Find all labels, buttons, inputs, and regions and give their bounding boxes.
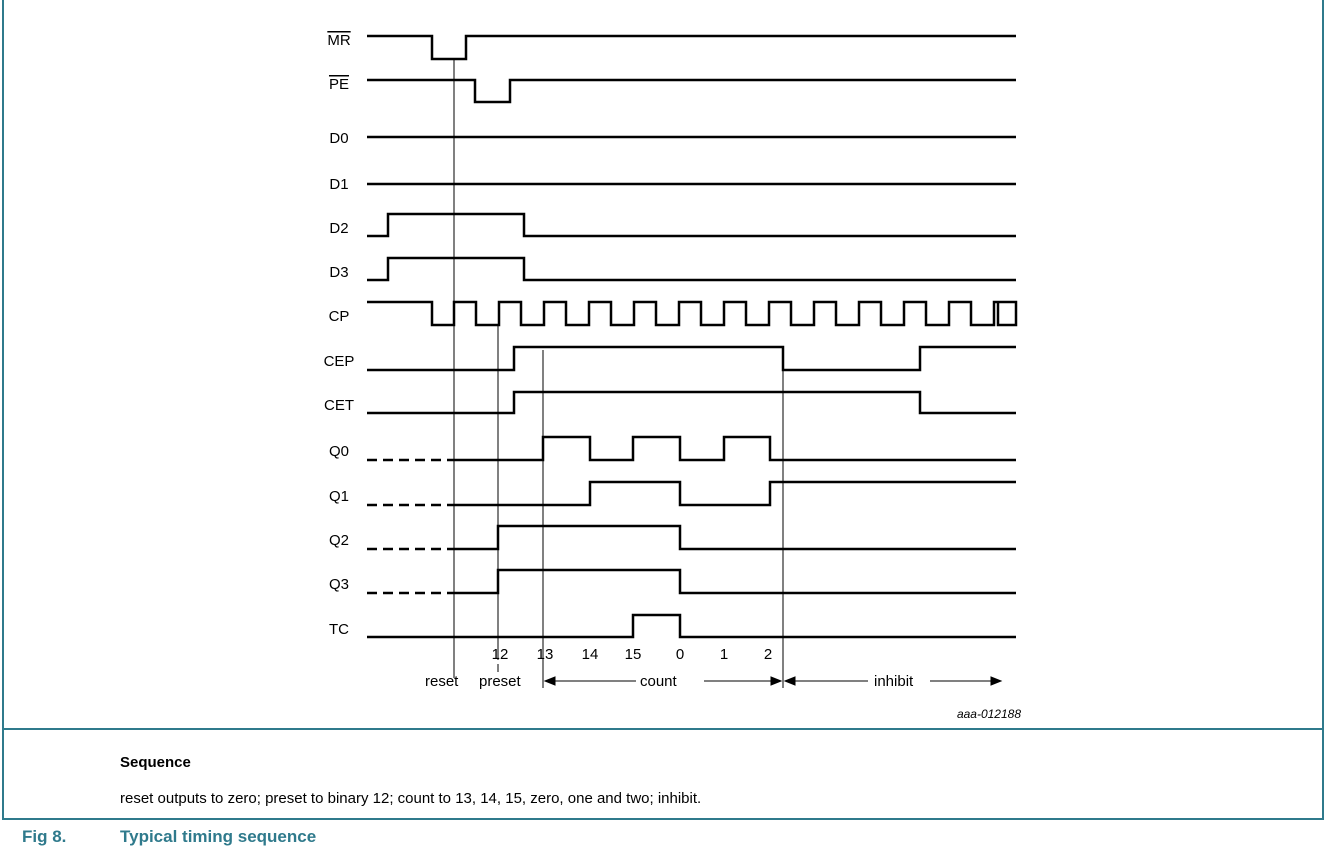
sequence-text: reset outputs to zero; preset to binary …: [120, 790, 702, 807]
frame-edge-right: [1322, 728, 1324, 820]
frame-edge-bottom: [2, 818, 1324, 820]
signal-labels: MR PE D0 D1 D2 D3 CP CEP CET Q0 Q1 Q2 Q3 TC: [324, 32, 355, 638]
signal-label-q2: Q2: [329, 532, 349, 549]
signal-label-mr: MR: [327, 32, 350, 49]
figure-title: Typical timing sequence: [120, 827, 317, 846]
count-value: 14: [582, 646, 599, 663]
sequence-title: Sequence: [120, 754, 191, 771]
wave-cep: [367, 345, 1016, 372]
count-value: 1: [720, 646, 728, 663]
signal-label-cet: CET: [324, 397, 354, 414]
signal-label-d0: D0: [329, 130, 348, 147]
phase-arrows: [543, 676, 1003, 686]
wave-mr: [367, 34, 1016, 61]
phase-preset-label: preset: [479, 673, 522, 690]
wave-q1: [456, 480, 1016, 507]
wave-q0: [456, 435, 1016, 462]
wave-cet: [367, 390, 1016, 415]
count-values: 12 13 14 15 0 1 2: [492, 646, 773, 663]
signal-label-q3: Q3: [329, 576, 349, 593]
wave-cp: [367, 300, 1018, 327]
phase-reset-label: reset: [425, 673, 459, 690]
count-value: 0: [676, 646, 684, 663]
count-value: 12: [492, 646, 509, 663]
phase-count-label: count: [640, 673, 678, 690]
wave-q2: [456, 524, 1016, 551]
phase-inhibit-label: inhibit: [874, 673, 914, 690]
signal-label-q1: Q1: [329, 488, 349, 505]
count-value: 2: [764, 646, 772, 663]
waveforms: [367, 34, 1018, 639]
phase-labels: reset preset count inhibit: [425, 673, 914, 690]
wave-pe: [367, 78, 1016, 104]
frame-edge-left: [2, 728, 4, 820]
count-value: 15: [625, 646, 642, 663]
wave-d2: [367, 212, 1016, 238]
figure-code: aaa-012188: [957, 707, 1021, 721]
marker-lines: [453, 60, 784, 688]
figure-number: Fig 8.: [22, 827, 67, 846]
wave-d3: [367, 256, 1016, 282]
signal-label-d1: D1: [329, 176, 348, 193]
signal-label-q0: Q0: [329, 443, 349, 460]
wave-tc: [367, 613, 1016, 639]
count-arrow-head-right: [770, 676, 783, 686]
signal-label-cep: CEP: [324, 353, 355, 370]
count-arrow-head-left: [543, 676, 556, 686]
wave-q3: [456, 568, 1016, 595]
inhibit-arrow-head-right: [990, 676, 1003, 686]
signal-label-pe: PE: [329, 76, 349, 93]
signal-label-d3: D3: [329, 264, 348, 281]
signal-label-cp: CP: [329, 308, 350, 325]
count-value: 13: [537, 646, 554, 663]
figure-frame: [2, 0, 1324, 730]
inhibit-arrow-head-left: [783, 676, 796, 686]
signal-label-d2: D2: [329, 220, 348, 237]
signal-label-tc: TC: [329, 621, 349, 638]
